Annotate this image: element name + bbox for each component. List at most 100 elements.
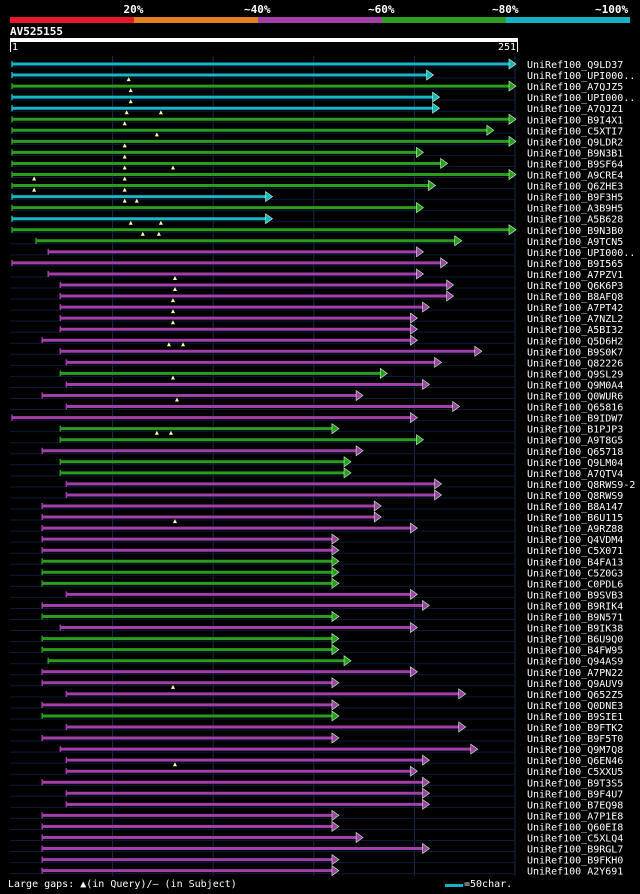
hit-label[interactable]: UniRef100_A5B628 <box>527 215 623 226</box>
hit-label[interactable]: UniRef100_Q9LD37 <box>527 60 623 71</box>
hit-label[interactable]: UniRef100_B9S0K7 <box>527 347 623 358</box>
hit-label[interactable]: UniRef100_B9F4U7 <box>527 789 623 800</box>
hit-label[interactable]: UniRef100_B9F5T0 <box>527 734 623 745</box>
query-gap-marker <box>140 231 145 236</box>
hit-label[interactable]: UniRef100_Q82226 <box>527 358 623 369</box>
hit-label[interactable]: UniRef100_A7P1E8 <box>527 811 623 822</box>
hit-label[interactable]: UniRef100_B8A147 <box>527 502 623 513</box>
hit-label[interactable]: UniRef100_A2Y691 <box>527 867 623 876</box>
query-gap-marker <box>122 143 127 148</box>
hit-label[interactable]: UniRef100_A5BI32 <box>527 325 623 336</box>
hit-row: UniRef100_B9SIE1 <box>10 710 623 723</box>
hit-label[interactable]: UniRef100_Q6ZHE3 <box>527 182 623 193</box>
hit-label[interactable]: UniRef100_Q8RWS9 <box>527 491 623 502</box>
hit-label[interactable]: UniRef100_B9IK38 <box>527 624 623 635</box>
hit-label[interactable]: UniRef100_UPI000.. <box>527 248 635 259</box>
hit-label[interactable]: UniRef100_Q4VDM4 <box>527 535 623 546</box>
hit-label[interactable]: UniRef100_B6U9Q0 <box>527 635 623 646</box>
hit-label[interactable]: UniRef100_A7QTV4 <box>527 469 623 480</box>
hit-label[interactable]: UniRef100_Q9M7Q8 <box>527 745 623 756</box>
hit-label[interactable]: UniRef100_Q8RWS9-2 <box>527 480 635 491</box>
hit-label[interactable]: UniRef100_B9FKH0 <box>527 856 623 867</box>
hit-label[interactable]: UniRef100_B8AFQ8 <box>527 292 623 303</box>
hit-label[interactable]: UniRef100_B9N3B0 <box>527 226 623 237</box>
hit-label[interactable]: UniRef100_B9SIE1 <box>527 712 623 723</box>
hit-label[interactable]: UniRef100_B7EQ98 <box>527 800 623 811</box>
hit-label[interactable]: UniRef100_A9T8G5 <box>527 436 623 447</box>
hit-row: UniRef100_B4FA13 <box>10 555 623 568</box>
legend-label: 20% <box>123 3 144 16</box>
hit-label[interactable]: UniRef100_B9N571 <box>527 613 623 624</box>
hit-arrowhead <box>434 489 443 501</box>
hit-label[interactable]: UniRef100_B9IDW7 <box>527 414 623 425</box>
hit-label[interactable]: UniRef100_B4FW95 <box>527 646 623 657</box>
hit-label[interactable]: UniRef100_B1PJP3 <box>527 425 623 436</box>
hit-label[interactable]: UniRef100_Q65816 <box>527 403 623 414</box>
hit-label[interactable]: UniRef100_C5XXU5 <box>527 767 623 778</box>
hit-label[interactable]: UniRef100_C5Z0G3 <box>527 568 623 579</box>
hit-label[interactable]: UniRef100_B9I4X1 <box>527 115 623 126</box>
hit-row: UniRef100_B8A147 <box>10 500 623 513</box>
hit-label[interactable]: UniRef100_UPI000.. <box>527 93 635 104</box>
hit-label[interactable]: UniRef100_C5X071 <box>527 546 623 557</box>
alignment-plot: UniRef100_Q9LD37UniRef100_UPI000..UniRef… <box>10 56 635 876</box>
hit-label[interactable]: UniRef100_B4FA13 <box>527 557 623 568</box>
hit-label[interactable]: UniRef100_A7PN22 <box>527 668 623 679</box>
hit-label[interactable]: UniRef100_B9RIK4 <box>527 601 623 612</box>
query-gap-marker <box>134 198 139 203</box>
hit-label[interactable]: UniRef100_A3B9H5 <box>527 204 623 215</box>
hit-label[interactable]: UniRef100_Q5D6H2 <box>527 336 623 347</box>
hit-label[interactable]: UniRef100_Q9LDR2 <box>527 137 623 148</box>
hit-row: UniRef100_Q6ZHE3 <box>10 176 623 193</box>
hit-row: UniRef100_Q8RWS9 <box>10 489 623 502</box>
legend-swatch <box>10 17 134 23</box>
hit-label[interactable]: UniRef100_Q9AUV9 <box>527 679 623 690</box>
hit-label[interactable]: UniRef100_Q9LM04 <box>527 458 623 469</box>
hit-row: UniRef100_Q60EI8 <box>10 820 623 833</box>
hit-row: UniRef100_A7PT42 <box>10 298 623 314</box>
hit-label[interactable]: UniRef100_B9T3S5 <box>527 778 623 789</box>
hit-label[interactable]: UniRef100_C0PDL6 <box>527 579 623 590</box>
hit-label[interactable]: UniRef100_B9I565 <box>527 259 623 270</box>
hit-arrowhead <box>331 865 340 876</box>
hit-label[interactable]: UniRef100_C5XLQ4 <box>527 834 623 845</box>
hit-label[interactable]: UniRef100_B6U115 <box>527 513 623 524</box>
hit-label[interactable]: UniRef100_Q65718 <box>527 447 623 458</box>
hit-arrowhead <box>410 334 418 346</box>
hit-label[interactable]: UniRef100_Q6K6P3 <box>527 281 623 292</box>
hit-label[interactable]: UniRef100_A7NZL2 <box>527 314 623 325</box>
hit-label[interactable]: UniRef100_UPI000.. <box>527 71 635 82</box>
hit-label[interactable]: UniRef100_Q6EN46 <box>527 756 623 767</box>
hit-label[interactable]: UniRef100_A9RZ88 <box>527 524 623 535</box>
hit-label[interactable]: UniRef100_Q0DNE3 <box>527 701 623 712</box>
hit-label[interactable]: UniRef100_A7QJZ1 <box>527 104 623 115</box>
hit-label[interactable]: UniRef100_Q0WUR6 <box>527 392 623 403</box>
hit-label[interactable]: UniRef100_B9F3H5 <box>527 193 623 204</box>
hit-label[interactable]: UniRef100_B9RGL7 <box>527 845 623 856</box>
hit-arrowhead <box>373 500 382 512</box>
hit-row: UniRef100_A3B9H5 <box>10 198 623 215</box>
hit-label[interactable]: UniRef100_B9SF64 <box>527 159 623 170</box>
hit-label[interactable]: UniRef100_A9CRE4 <box>527 171 623 182</box>
hit-row: UniRef100_B9T3S5 <box>10 776 623 789</box>
hit-label[interactable]: UniRef100_Q652Z5 <box>527 690 623 701</box>
query-gap-marker <box>128 220 133 225</box>
hit-label[interactable]: UniRef100_B9FTK2 <box>527 723 623 734</box>
hit-label[interactable]: UniRef100_Q60EI8 <box>527 822 623 833</box>
hit-label[interactable]: UniRef100_C5XTI7 <box>527 126 623 137</box>
hit-label[interactable]: UniRef100_B9N3B1 <box>527 148 623 159</box>
hit-label[interactable]: UniRef100_A7PZV1 <box>527 270 623 281</box>
hit-arrowhead <box>331 577 340 589</box>
hit-label[interactable]: UniRef100_A9TCN5 <box>527 237 623 248</box>
hit-label[interactable]: UniRef100_Q9M0A4 <box>527 380 623 391</box>
hit-arrowhead <box>422 842 431 855</box>
hit-row: UniRef100_A9CRE4 <box>10 165 623 182</box>
hit-row: UniRef100_Q9LDR2 <box>10 132 623 148</box>
hit-label[interactable]: UniRef100_A7PT42 <box>527 303 623 314</box>
hit-label[interactable]: UniRef100_A7QJZ5 <box>527 82 623 93</box>
hit-arrowhead <box>454 235 463 247</box>
hit-label[interactable]: UniRef100_B9SVB3 <box>527 590 623 601</box>
hit-label[interactable]: UniRef100_Q94AS9 <box>527 657 623 668</box>
hit-label[interactable]: UniRef100_Q9SL29 <box>527 369 623 380</box>
hit-row: UniRef100_Q65718 <box>10 445 623 458</box>
